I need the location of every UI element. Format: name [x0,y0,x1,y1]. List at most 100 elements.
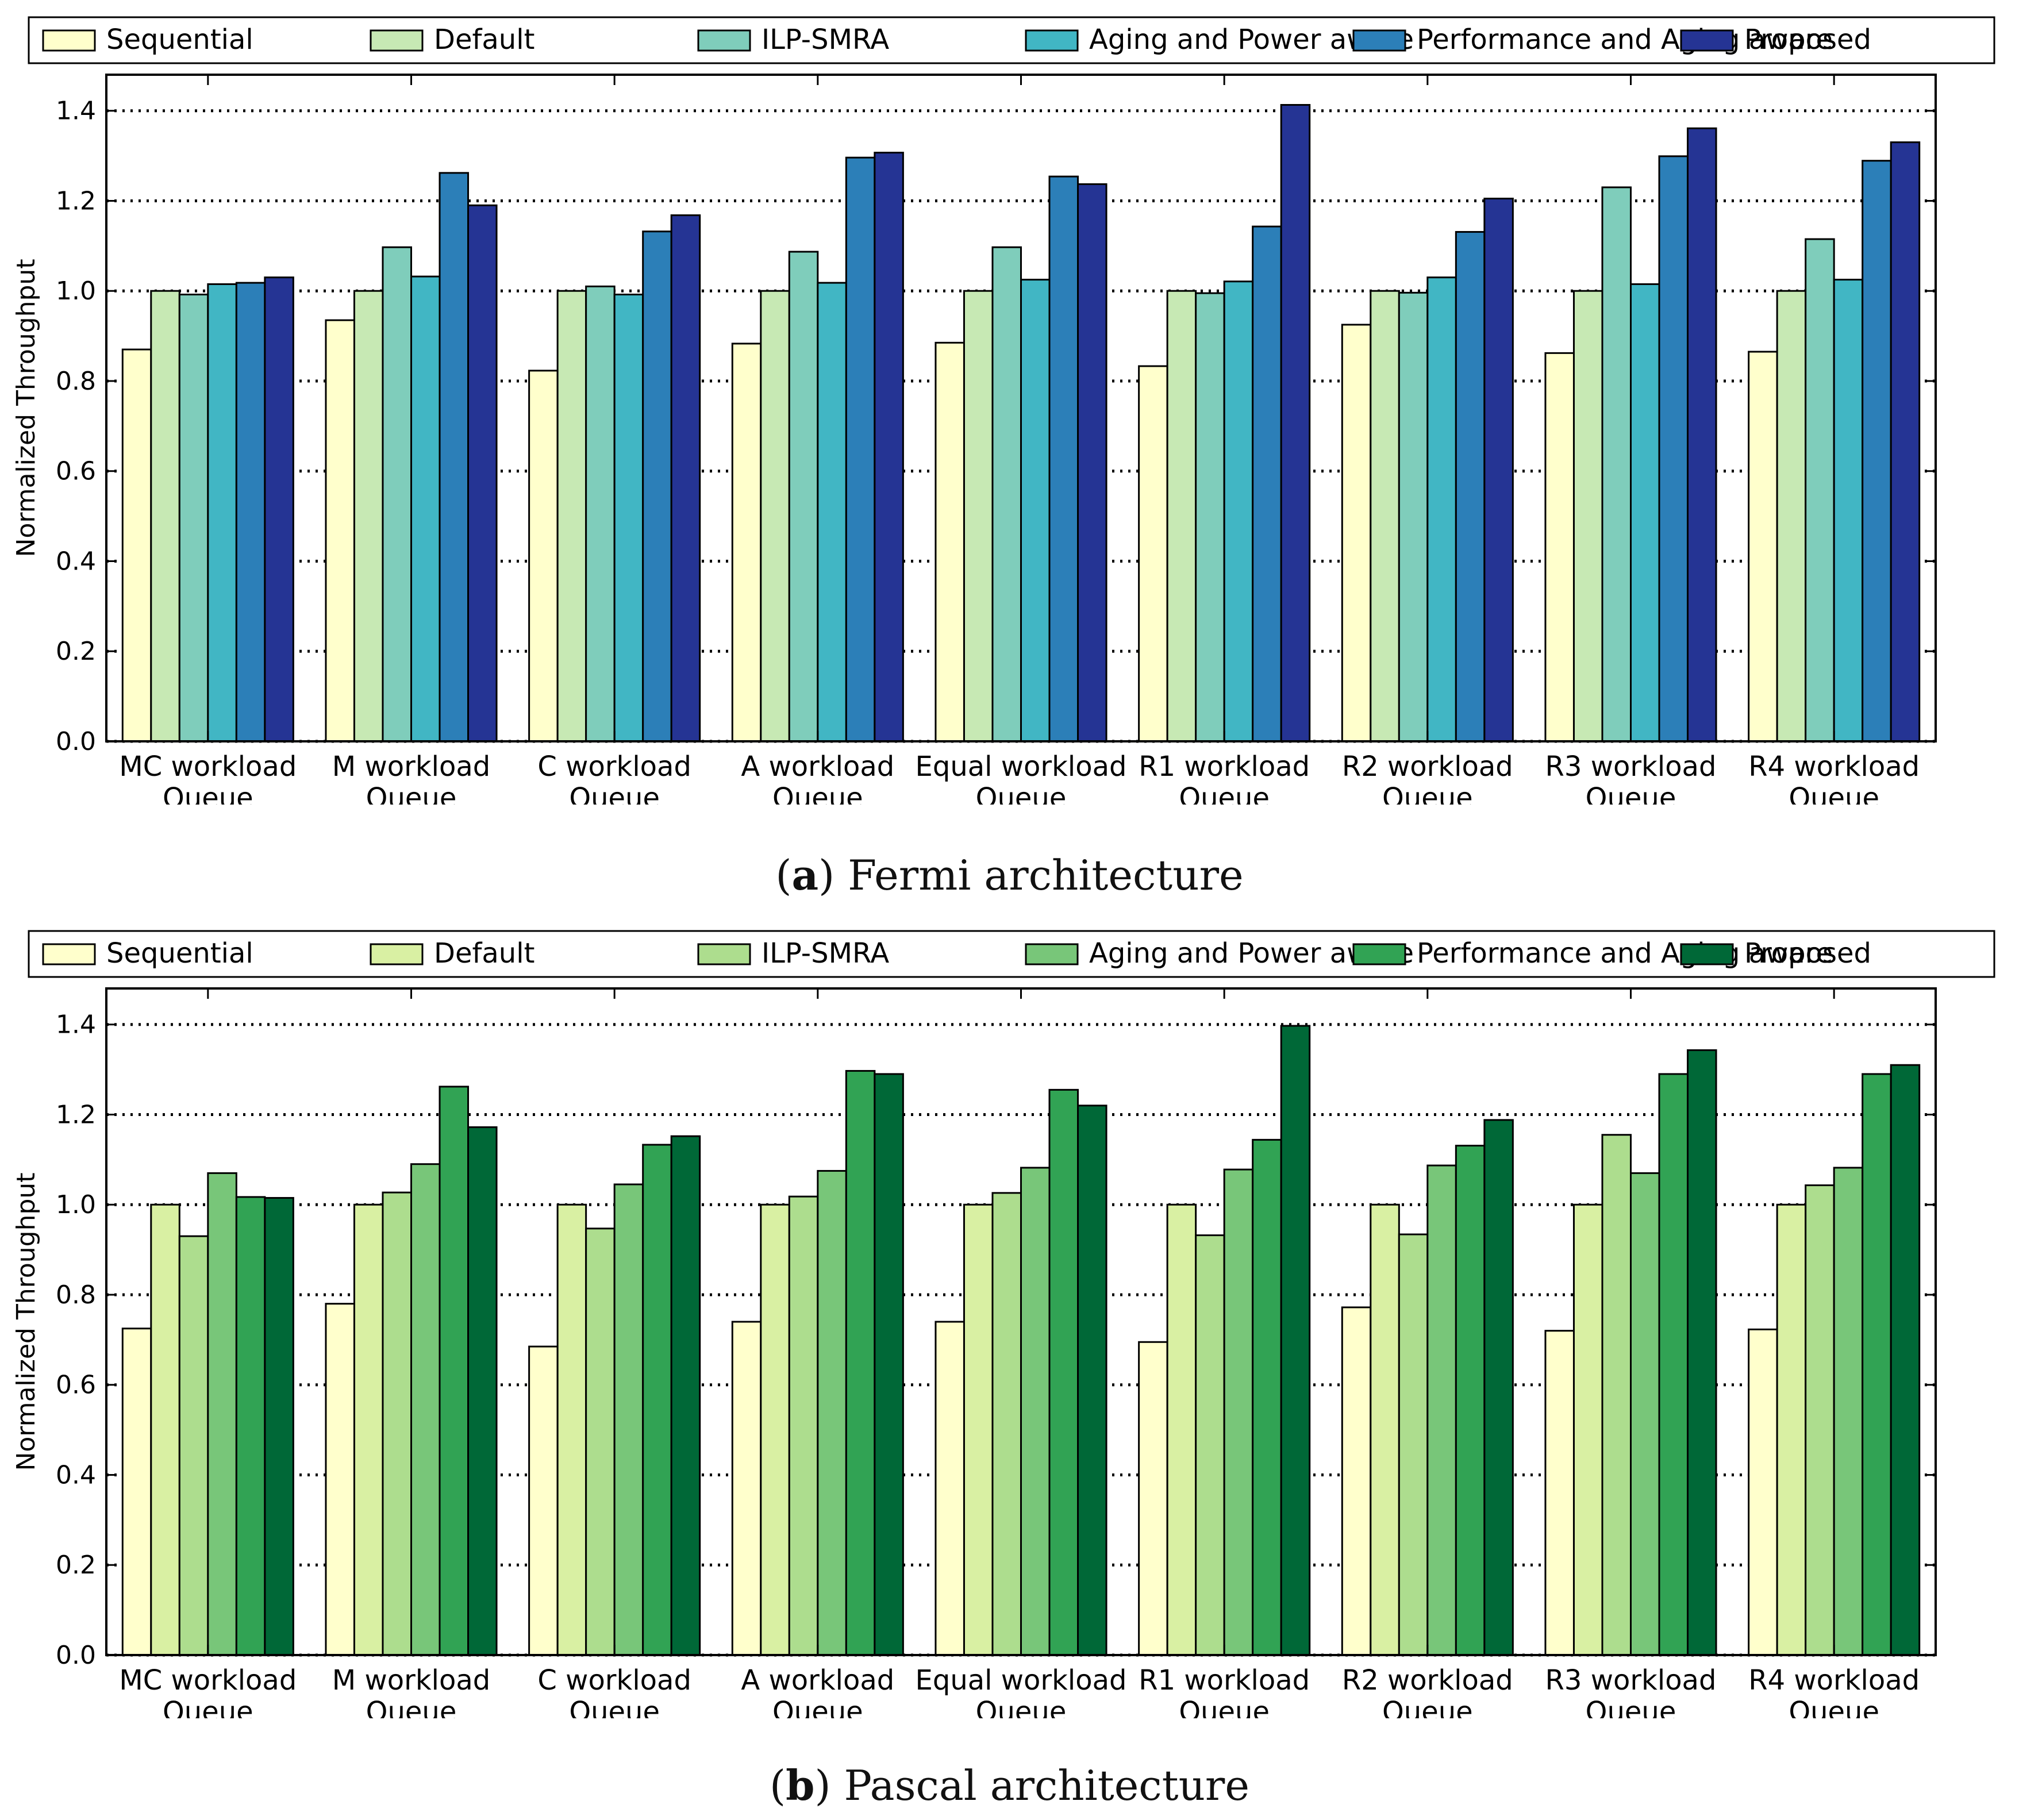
x-tick-label-line: Queue [1586,782,1676,805]
x-tick-label-line: A workload [741,1664,894,1696]
bar [1370,1203,1400,1656]
x-tick-label-line: Queue [366,782,457,805]
bar [1280,104,1311,742]
bar [845,1069,876,1656]
x-tick-label-line: Queue [1382,1696,1473,1718]
bar [788,1195,819,1656]
bar [556,1203,587,1656]
bar [1370,290,1400,742]
bar [731,343,762,742]
x-tick-label-line: Queue [772,782,863,805]
x-tick-label: M workload Queue [332,751,490,805]
caption-text: ) Pascal architecture [814,1761,1249,1810]
x-tick-label-line: R3 workload [1545,1664,1717,1696]
legend-item: Proposed [1680,24,1871,56]
x-tick-label-line: Queue [366,1696,457,1718]
bar [121,348,152,742]
bar [1601,186,1632,742]
bar [410,275,441,742]
bar [528,370,559,742]
bar [1426,1164,1457,1656]
x-tick-label: R4 workload Queue [1748,1664,1920,1718]
bar [1862,160,1892,742]
bar [1630,1172,1660,1656]
series-proposed [264,1025,1921,1656]
bar [410,1163,441,1656]
y-tick-label: 0.8 [56,1280,96,1310]
legend-label: Performance and Aging aware [1417,24,1833,56]
bar [817,1169,847,1656]
bar [613,293,644,742]
bar [439,1086,470,1656]
bar [642,1144,672,1656]
x-tick-label-line: R1 workload [1139,751,1310,783]
legend-label: ILP-SMRA [762,24,889,56]
bar [1398,291,1429,742]
series-aging-and-power-aware [207,1163,1864,1656]
x-tick-label-line: C workload [537,1664,691,1696]
x-tick-label-line: Queue [1586,1696,1676,1718]
legend-swatch [1352,29,1406,52]
series-default [150,1203,1807,1656]
bar [178,293,209,742]
x-tick-label-line: Queue [1789,1696,1879,1718]
x-tick-label-line: Queue [1789,782,1879,805]
x-tick-label: R1 workload Queue [1139,1664,1310,1718]
x-tick-label-line: Equal workload [916,751,1127,783]
x-tick-label-line: MC workload [119,751,297,783]
bar [1077,1105,1107,1656]
bar [1776,290,1807,742]
x-tick-label: R3 workload Queue [1545,1664,1717,1718]
legend-swatch [370,29,424,52]
legend-item: Performance and Aging aware [1352,937,1833,969]
bar [642,230,672,742]
x-tick-label-line: A workload [741,751,894,783]
series-aging-and-power-aware [207,275,1864,742]
legend-swatch [370,943,424,965]
bar [556,290,587,742]
x-tick-label-line: M workload [332,1664,490,1696]
x-tick-label-line: R4 workload [1748,751,1920,783]
bar [353,290,384,742]
legend-swatch [697,29,751,52]
series-sequential [121,1303,1778,1656]
bar [1544,1330,1575,1656]
y-tick-label: 1.0 [56,276,96,306]
y-tick-label: 0.6 [56,457,96,486]
bar [1890,1064,1921,1656]
bar [1020,1167,1051,1656]
bar [325,1303,355,1656]
legend-item: Default [370,24,534,56]
bar [325,319,355,742]
legend-item: Default [370,937,534,969]
bar [963,1203,994,1656]
bar [1833,1167,1864,1656]
y-axis-label: Normalized Throughput [11,259,41,557]
bar [1748,351,1778,742]
x-tick-label-line: Queue [163,1696,253,1718]
y-tick-label: 0.6 [56,1371,96,1400]
legend: Sequential Default ILP-SMRA Aging and Power… [28,930,1995,978]
bar [585,285,616,742]
bar [353,1203,384,1656]
legend-frame [28,16,1995,64]
bar [1601,1134,1632,1656]
caption-text: ) Fermi architecture [818,851,1244,899]
legend-swatch [697,943,751,965]
legend-swatch [1352,943,1406,965]
legend-swatch [1025,29,1079,52]
y-tick-label: 0.4 [56,547,96,576]
bar [1455,231,1486,742]
legend-label: Proposed [1744,937,1871,969]
bar [467,1126,498,1656]
bar [1572,1203,1603,1656]
bar [1398,1233,1429,1656]
bar [1252,225,1282,742]
x-tick-label-line: R2 workload [1342,751,1513,783]
caption-letter: a [791,851,819,899]
chart-pascal: Sequential Default ILP-SMRA Aging and Power… [11,930,1995,1718]
x-tick-label-line: R2 workload [1342,1664,1513,1696]
bar [1252,1138,1282,1656]
x-tick-label: Equal workload Queue [916,751,1127,805]
legend: Sequential Default ILP-SMRA Aging and Power… [28,16,1995,64]
